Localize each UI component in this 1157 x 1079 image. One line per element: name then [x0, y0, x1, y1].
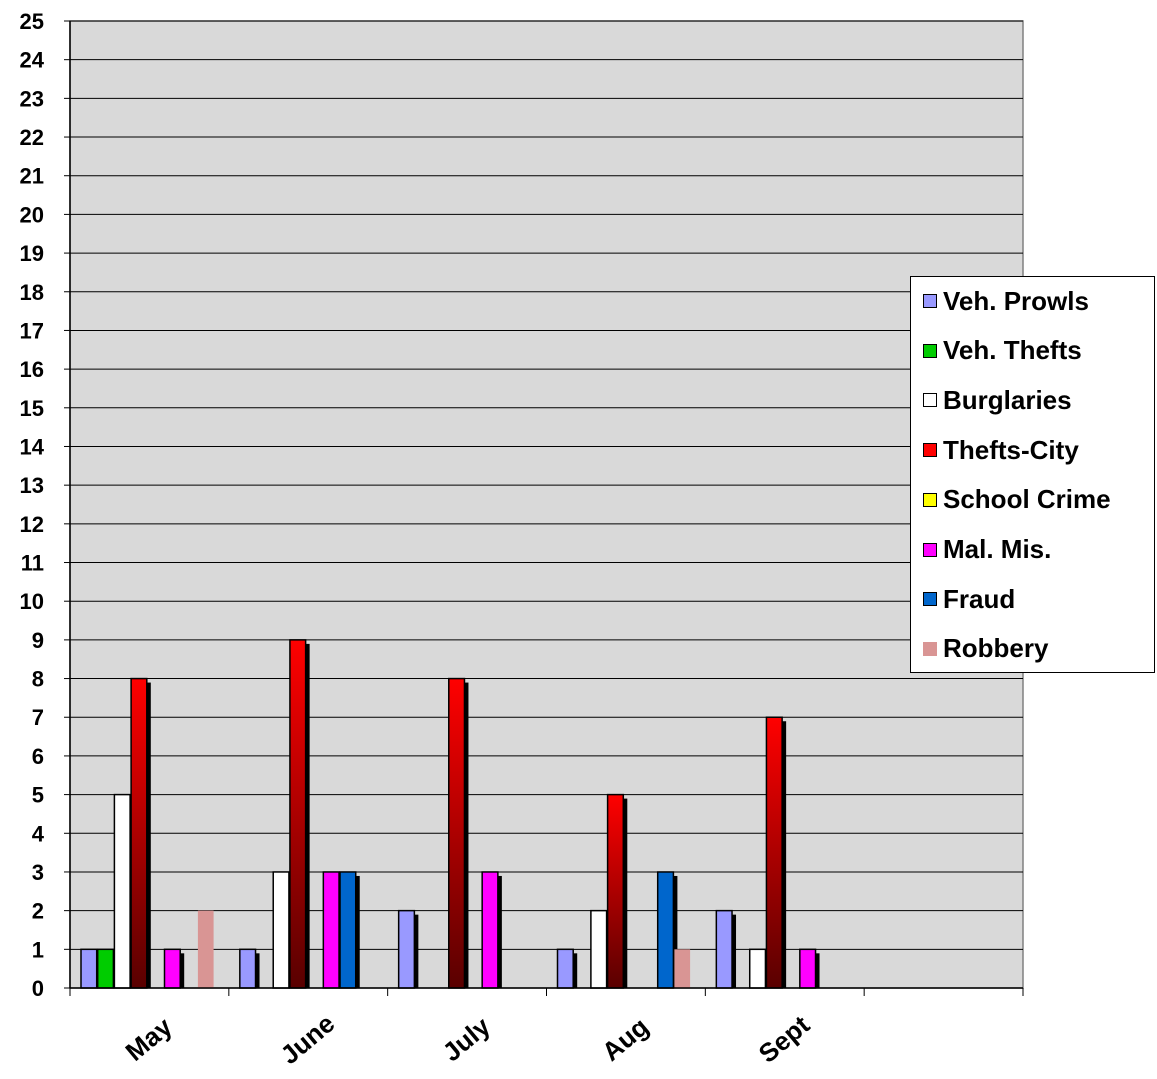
bar	[272, 871, 290, 989]
x-tick-label: June	[275, 1008, 341, 1070]
x-tick-label: Aug	[596, 1011, 654, 1066]
bar	[322, 871, 340, 989]
x-tick-label: May	[120, 1011, 178, 1067]
y-tick-label: 5	[32, 783, 44, 808]
y-tick-label: 20	[20, 202, 44, 227]
legend-label: School Crime	[943, 484, 1111, 515]
y-tick-label: 24	[20, 48, 45, 73]
legend-item: Fraud	[923, 584, 1015, 614]
legend-label: Burglaries	[943, 384, 1072, 415]
x-tick-label: Sept	[753, 1009, 816, 1068]
legend-swatch	[923, 294, 937, 308]
bar	[606, 793, 625, 989]
y-tick-label: 0	[32, 976, 44, 1001]
y-tick-label: 1	[32, 937, 44, 962]
y-tick-label: 25	[20, 9, 44, 34]
y-tick-label: 13	[20, 473, 44, 498]
bar	[715, 909, 733, 989]
y-tick-label: 7	[32, 705, 44, 730]
legend-label: Robbery	[943, 633, 1049, 664]
legend-swatch	[923, 393, 937, 408]
bar	[96, 948, 115, 989]
bar	[163, 948, 181, 989]
bar	[397, 909, 416, 989]
bar	[113, 793, 131, 989]
y-tick-label: 6	[32, 744, 44, 769]
y-tick-label: 12	[20, 512, 44, 537]
y-tick-label: 17	[20, 318, 44, 343]
y-tick-label: 23	[20, 86, 44, 111]
chart-legend: Veh. Prowls Veh. Thefts Burglaries Thefts-C…	[910, 276, 1155, 673]
legend-item: Robbery	[923, 633, 1049, 664]
y-tick-label: 21	[20, 164, 44, 189]
bar	[289, 639, 307, 989]
y-tick-label: 2	[32, 899, 44, 924]
bar	[197, 910, 214, 988]
y-tick-label: 11	[21, 551, 44, 576]
legend-swatch	[923, 492, 937, 507]
y-tick-label: 9	[32, 628, 44, 653]
legend-swatch	[923, 343, 937, 358]
y-tick-label: 16	[20, 357, 44, 382]
bar	[590, 909, 608, 989]
bar	[481, 871, 499, 989]
legend-item: School Crime	[923, 484, 1111, 515]
y-tick-label: 15	[20, 396, 44, 421]
bar	[765, 716, 783, 989]
x-tick-label: July	[437, 1011, 497, 1068]
legend-item: Thefts-City	[923, 435, 1079, 465]
bar	[674, 949, 691, 988]
legend-label: Fraud	[943, 583, 1016, 614]
legend-label: Veh. Prowls	[943, 285, 1089, 316]
y-tick-label: 4	[32, 821, 45, 846]
bar	[130, 677, 148, 989]
y-tick-label: 19	[20, 241, 44, 266]
bar	[448, 677, 466, 989]
bar	[656, 871, 675, 989]
y-tick-label: 14	[20, 434, 45, 459]
legend-label: Mal. Mis.	[943, 534, 1052, 564]
legend-item: Veh. Prowls	[923, 286, 1089, 316]
legend-item: Mal. Mis.	[923, 534, 1052, 565]
legend-swatch	[923, 592, 937, 607]
bar	[799, 948, 817, 989]
bar	[339, 871, 357, 989]
legend-item: Burglaries	[923, 385, 1072, 415]
y-tick-label: 18	[20, 280, 44, 305]
y-tick-label: 10	[20, 589, 44, 614]
bar	[239, 948, 257, 989]
bar	[748, 948, 767, 989]
legend-label: Veh. Thefts	[943, 335, 1082, 366]
plot-area	[69, 20, 1024, 989]
y-tick-label: 22	[20, 125, 44, 150]
bar	[80, 948, 98, 989]
legend-swatch	[923, 641, 937, 656]
legend-swatch	[923, 443, 937, 458]
legend-label: Thefts-City	[943, 434, 1079, 465]
y-tick-label: 3	[32, 860, 44, 885]
legend-swatch	[923, 542, 937, 557]
legend-item: Veh. Thefts	[923, 335, 1082, 366]
bar	[556, 948, 574, 989]
y-tick-label: 8	[32, 667, 44, 692]
